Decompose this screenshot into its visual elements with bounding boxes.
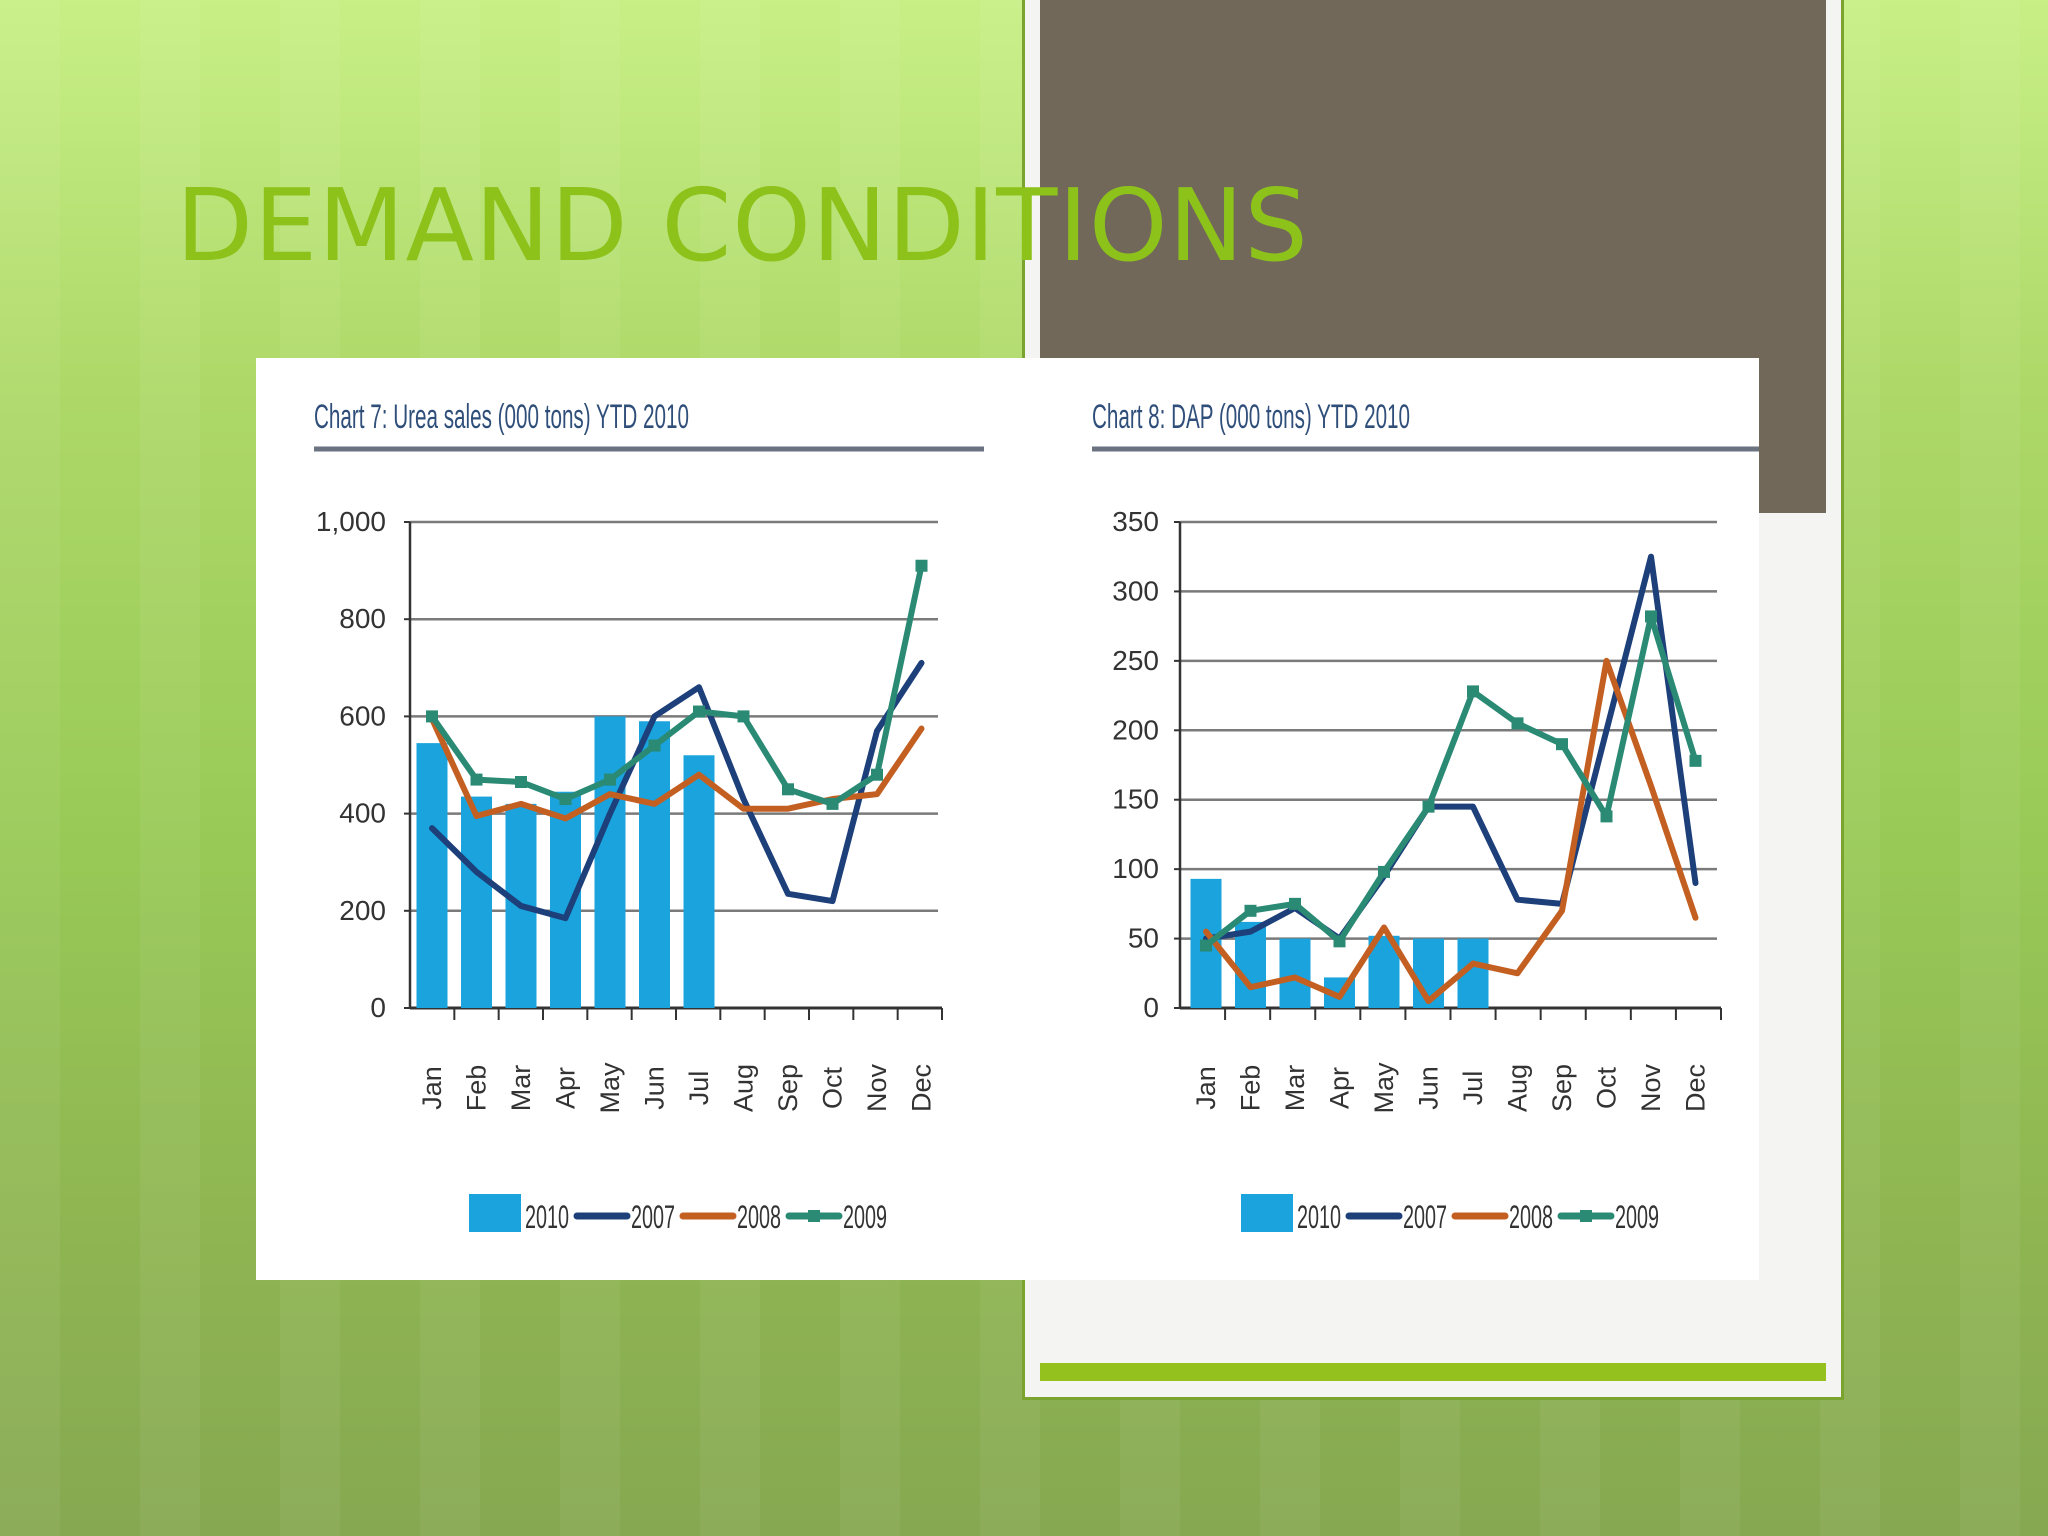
x-category-label: Sep — [1547, 1064, 1577, 1112]
y-tick-label: 1,000 — [316, 506, 386, 537]
marker-2009-mar — [515, 776, 527, 789]
marker-2009-aug — [737, 710, 750, 723]
legend-marker-2009 — [808, 1210, 820, 1222]
marker-2009-jun — [648, 739, 661, 752]
marker-2009-apr — [559, 793, 572, 806]
y-tick-label: 800 — [339, 603, 386, 634]
bar-2010-jan — [416, 743, 448, 1008]
x-category-label: Jan — [1191, 1066, 1221, 1110]
line-series-2008 — [1203, 657, 1699, 1005]
x-category-label: Feb — [462, 1065, 492, 1112]
chart-2: Chart 8: DAP (000 tons) YTD 2010 0 50 100 15… — [1092, 398, 1759, 1235]
line-series-2007 — [429, 659, 925, 922]
line-series-2008 — [429, 715, 925, 822]
x-category-label: Jan — [417, 1066, 447, 1110]
y-tick-label: 100 — [1112, 853, 1159, 884]
y-tick-label: 200 — [339, 895, 386, 926]
legend-label-2009: 2009 — [843, 1199, 887, 1235]
y-tick-label: 0 — [370, 992, 386, 1023]
charts-svg: Chart 7: Urea sales (000 tons) YTD 2010 0… — [314, 398, 1759, 1235]
marker-2009-dec — [1689, 754, 1702, 767]
legend-label-2007: 2007 — [631, 1199, 675, 1235]
x-category-label: Jul — [1458, 1071, 1488, 1106]
y-tick-label: 150 — [1112, 784, 1159, 815]
marker-2009-feb — [1244, 904, 1257, 917]
line-series-2009 — [1203, 613, 1699, 949]
slide-title: DEMAND CONDITIONS — [176, 167, 1309, 284]
marker-2009-mar — [1289, 897, 1301, 910]
marker-2009-jun — [1422, 800, 1435, 813]
x-category-label: Dec — [1681, 1064, 1711, 1112]
chart-1: Chart 7: Urea sales (000 tons) YTD 2010 0… — [314, 398, 984, 1235]
marker-2009-nov — [1645, 610, 1657, 623]
x-category-label: Sep — [773, 1064, 803, 1112]
bar-2010-may — [594, 716, 626, 1008]
marker-2009-nov — [871, 768, 883, 781]
legend-label-2008: 2008 — [737, 1199, 781, 1235]
marker-2009-oct — [1600, 810, 1613, 823]
bar-2010-jun — [639, 721, 670, 1008]
marker-2009-aug — [1511, 717, 1524, 730]
y-tick-label: 400 — [339, 798, 386, 829]
y-tick-label: 50 — [1128, 923, 1159, 954]
legend-label-2010: 2010 — [525, 1199, 569, 1235]
legend-label-2010: 2010 — [1297, 1199, 1341, 1235]
legend-label-2009: 2009 — [1615, 1199, 1659, 1235]
x-category-label: Nov — [1636, 1063, 1666, 1112]
marker-2009-jul — [1467, 685, 1479, 698]
chart-image-card: Chart 7: Urea sales (000 tons) YTD 2010 0… — [256, 358, 1759, 1280]
y-tick-label: 0 — [1143, 992, 1159, 1023]
x-category-label: May — [1369, 1062, 1399, 1114]
x-category-label: Dec — [907, 1064, 937, 1112]
bar-2010-jul — [683, 755, 715, 1008]
x-category-label: Apr — [1325, 1067, 1355, 1109]
line-series-2009 — [429, 562, 925, 807]
decorative-accent-bar — [1040, 1363, 1826, 1381]
line-series-2007 — [1203, 553, 1699, 942]
marker-2009-oct — [826, 797, 839, 810]
legend-swatch-2010 — [469, 1194, 521, 1232]
x-category-label: Jun — [640, 1066, 670, 1110]
marker-2009-jan — [1200, 939, 1212, 952]
chart-title: Chart 8: DAP (000 tons) YTD 2010 — [1092, 398, 1410, 436]
y-tick-label: 250 — [1112, 645, 1159, 676]
x-category-label: Jul — [684, 1071, 714, 1106]
x-category-label: Feb — [1236, 1065, 1266, 1112]
legend-swatch-2010 — [1241, 1194, 1293, 1232]
marker-2009-may — [604, 773, 616, 786]
x-category-label: Oct — [818, 1067, 848, 1110]
x-category-label: Jun — [1414, 1066, 1444, 1110]
legend-marker-2009 — [1580, 1210, 1592, 1222]
x-category-label: Aug — [729, 1064, 759, 1112]
marker-2009-sep — [782, 783, 794, 796]
x-category-label: Mar — [1280, 1065, 1310, 1112]
chart-title: Chart 7: Urea sales (000 tons) YTD 2010 — [314, 398, 689, 436]
x-category-label: Aug — [1503, 1064, 1533, 1112]
bar-2010-mar — [1279, 938, 1311, 1008]
y-tick-label: 350 — [1112, 506, 1159, 537]
y-tick-label: 300 — [1112, 575, 1159, 606]
x-category-label: Apr — [551, 1067, 581, 1109]
y-tick-label: 600 — [339, 700, 386, 731]
y-tick-label: 200 — [1112, 714, 1159, 745]
marker-2009-apr — [1333, 935, 1346, 948]
x-category-label: Mar — [506, 1065, 536, 1112]
marker-2009-may — [1378, 865, 1390, 878]
legend-label-2008: 2008 — [1509, 1199, 1553, 1235]
x-category-label: Nov — [862, 1063, 892, 1112]
x-category-label: Oct — [1592, 1067, 1622, 1110]
marker-2009-feb — [470, 773, 483, 786]
marker-2009-jul — [693, 705, 705, 718]
marker-2009-sep — [1556, 738, 1568, 751]
marker-2009-jan — [426, 710, 438, 723]
bar-2010-feb — [461, 796, 492, 1008]
marker-2009-dec — [915, 559, 928, 572]
x-category-label: May — [595, 1062, 625, 1114]
legend-label-2007: 2007 — [1403, 1199, 1447, 1235]
